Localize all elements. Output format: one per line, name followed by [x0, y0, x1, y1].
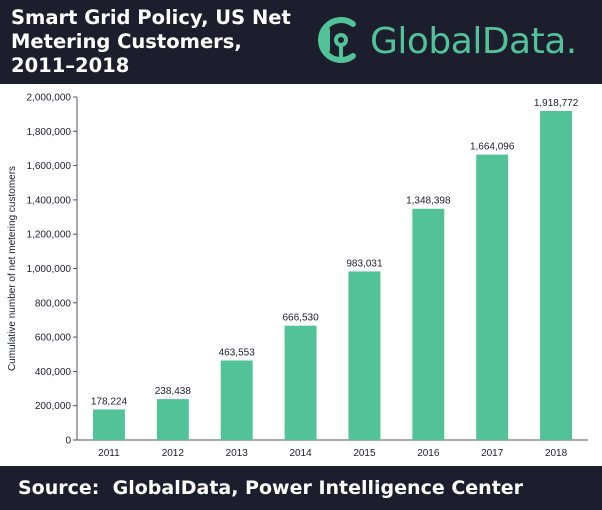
- bar-value-label: 1,918,772: [534, 98, 579, 109]
- x-tick-label: 2016: [417, 448, 440, 459]
- globaldata-logo: GlobalData.: [313, 10, 598, 70]
- bar: [412, 208, 445, 440]
- y-tick-label: 200,000: [35, 401, 72, 412]
- y-tick-label: 1,400,000: [27, 195, 72, 206]
- bar: [92, 409, 125, 440]
- y-tick-label: 1,600,000: [27, 161, 72, 172]
- chart-area: Cumulative number of net metering custom…: [0, 84, 602, 466]
- x-tick-label: 2015: [353, 448, 376, 459]
- bar: [348, 271, 381, 440]
- bar: [220, 360, 253, 440]
- bar: [540, 110, 573, 440]
- bar-value-label: 666,530: [282, 313, 319, 324]
- y-tick-label: 0: [65, 436, 71, 447]
- footer-banner: Source: GlobalData, Power Intelligence C…: [0, 466, 602, 510]
- globaldata-logo-icon: [318, 17, 356, 63]
- x-tick-label: 2018: [545, 448, 568, 459]
- bar: [476, 154, 509, 440]
- bar-value-label: 1,348,398: [406, 196, 451, 207]
- y-tick-label: 600,000: [35, 333, 72, 344]
- x-tick-label: 2017: [481, 448, 504, 459]
- y-tick-label: 1,800,000: [27, 127, 72, 138]
- bar-value-label: 178,224: [91, 396, 128, 407]
- source-text: GlobalData, Power Intelligence Center: [112, 477, 524, 499]
- bar-value-label: 463,553: [219, 348, 256, 359]
- logo-wordmark: GlobalData.: [370, 21, 577, 62]
- y-tick-label: 1,000,000: [27, 264, 72, 275]
- header-banner: Smart Grid Policy, US Net Metering Custo…: [0, 0, 602, 84]
- bar: [156, 399, 189, 440]
- source-line: Source: GlobalData, Power Intelligence C…: [18, 475, 523, 501]
- y-tick-label: 2,000,000: [27, 93, 72, 104]
- bar-value-label: 983,031: [346, 258, 383, 269]
- bar: [284, 325, 317, 440]
- bar-value-label: 1,664,096: [470, 142, 515, 153]
- y-axis-title: Cumulative number of net metering custom…: [7, 166, 18, 371]
- x-tick-label: 2014: [289, 448, 312, 459]
- y-tick-label: 400,000: [35, 367, 72, 378]
- x-tick-label: 2012: [162, 448, 185, 459]
- x-tick-label: 2011: [98, 448, 120, 459]
- y-tick-label: 1,200,000: [27, 230, 72, 241]
- chart-title: Smart Grid Policy, US Net Metering Custo…: [11, 6, 291, 77]
- x-tick-label: 2013: [226, 448, 249, 459]
- source-label: Source:: [18, 477, 100, 499]
- y-tick-label: 800,000: [35, 298, 72, 309]
- bar-chart: Cumulative number of net metering custom…: [7, 93, 588, 459]
- bar-value-label: 238,438: [155, 386, 192, 397]
